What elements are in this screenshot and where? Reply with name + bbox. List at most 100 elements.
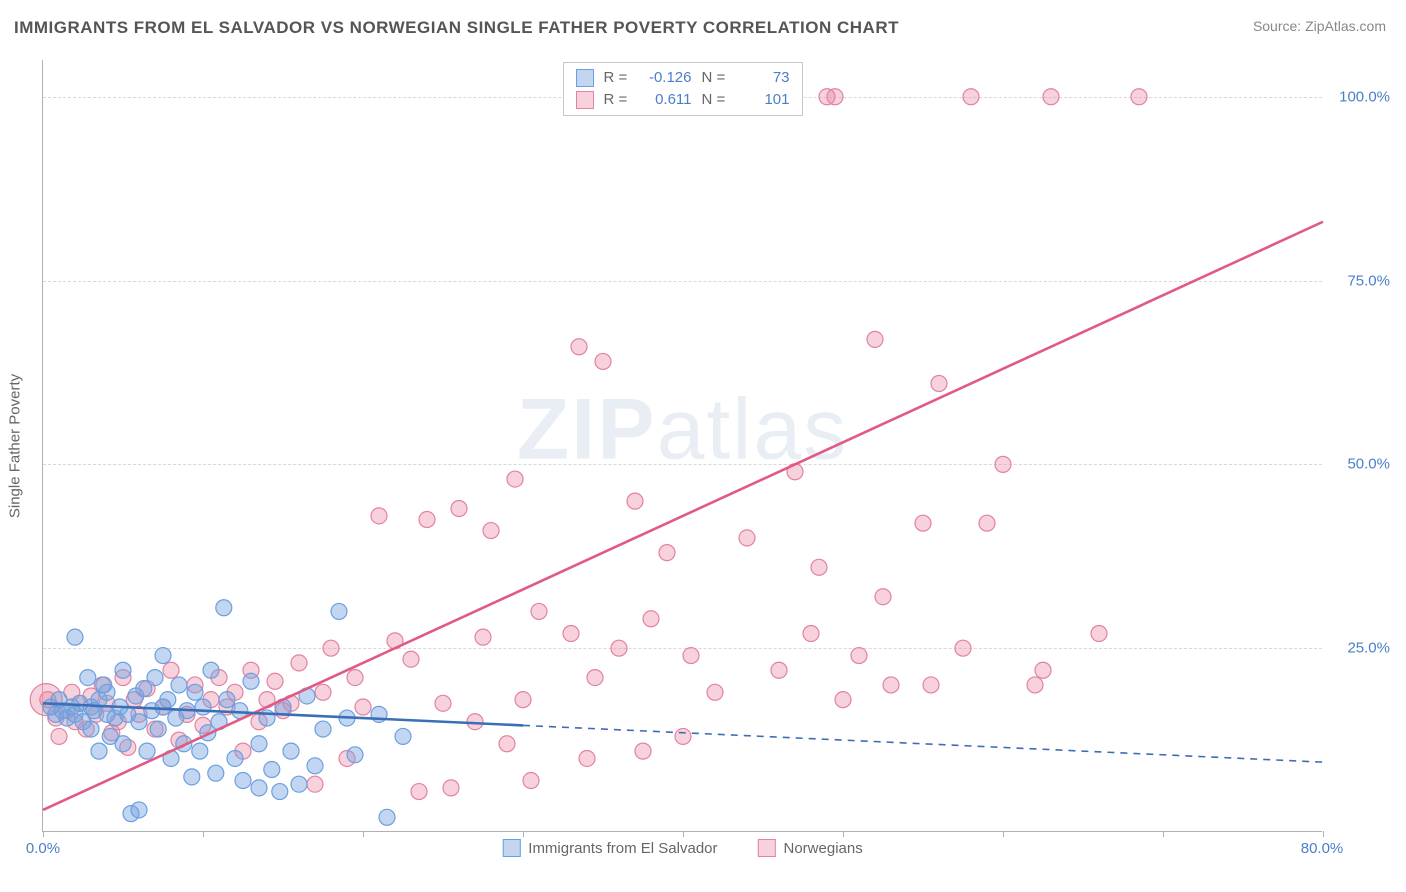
y-tick-label: 100.0% [1339, 88, 1390, 105]
data-point [1035, 662, 1051, 678]
data-point [347, 747, 363, 763]
y-axis-title: Single Father Poverty [7, 373, 24, 517]
data-point [875, 589, 891, 605]
data-point [195, 699, 211, 715]
data-point [171, 677, 187, 693]
data-point [115, 736, 131, 752]
data-point [587, 670, 603, 686]
n-value-a: 73 [740, 67, 790, 89]
x-tick-min: 0.0% [26, 840, 60, 857]
y-tick-label: 25.0% [1347, 640, 1390, 657]
data-point [499, 736, 515, 752]
data-point [80, 670, 96, 686]
data-point [595, 353, 611, 369]
data-point [315, 721, 331, 737]
data-point [923, 677, 939, 693]
data-point [1131, 89, 1147, 105]
legend-label-a: Immigrants from El Salvador [528, 840, 717, 857]
data-point [323, 640, 339, 656]
data-point [571, 339, 587, 355]
data-point [264, 762, 280, 778]
data-point [955, 640, 971, 656]
data-point [272, 784, 288, 800]
data-point [771, 662, 787, 678]
data-point [395, 728, 411, 744]
data-point [219, 692, 235, 708]
data-point [147, 670, 163, 686]
x-tick [363, 831, 364, 837]
swatch-series-a [502, 839, 520, 857]
data-point [403, 651, 419, 667]
data-point [187, 684, 203, 700]
data-point [483, 523, 499, 539]
data-point [371, 508, 387, 524]
data-point [163, 662, 179, 678]
data-point [251, 736, 267, 752]
swatch-series-b [576, 91, 594, 109]
data-point [267, 673, 283, 689]
data-point [683, 648, 699, 664]
data-point [435, 695, 451, 711]
x-tick [43, 831, 44, 837]
data-point [867, 331, 883, 347]
y-tick-label: 75.0% [1347, 272, 1390, 289]
data-point [160, 692, 176, 708]
swatch-series-b [758, 839, 776, 857]
data-point [227, 750, 243, 766]
data-point [883, 677, 899, 693]
r-label: R = [604, 67, 632, 89]
data-point [139, 743, 155, 759]
data-point [150, 721, 166, 737]
data-point [315, 684, 331, 700]
n-value-b: 101 [740, 89, 790, 111]
data-point [184, 769, 200, 785]
data-point [531, 603, 547, 619]
data-point [419, 512, 435, 528]
data-point [307, 758, 323, 774]
data-point [475, 629, 491, 645]
data-point [331, 603, 347, 619]
data-point [931, 376, 947, 392]
data-point [1027, 677, 1043, 693]
data-point [155, 648, 171, 664]
x-tick [1163, 831, 1164, 837]
data-point [99, 684, 115, 700]
data-point [915, 515, 931, 531]
plot-area: Single Father Poverty ZIPatlas 25.0%50.0… [42, 60, 1322, 832]
swatch-series-a [576, 69, 594, 87]
stats-row-b: R = 0.611 N = 101 [576, 89, 790, 111]
data-point [307, 776, 323, 792]
data-point [347, 670, 363, 686]
data-point [635, 743, 651, 759]
stats-legend-box: R = -0.126 N = 73 R = 0.611 N = 101 [563, 62, 803, 116]
data-point [827, 89, 843, 105]
data-point [291, 655, 307, 671]
data-point [443, 780, 459, 796]
data-point [979, 515, 995, 531]
data-point [131, 714, 147, 730]
data-point [1043, 89, 1059, 105]
n-label: N = [702, 67, 730, 89]
x-tick [1003, 831, 1004, 837]
series-legend: Immigrants from El Salvador Norwegians [502, 839, 862, 857]
chart-title: IMMIGRANTS FROM EL SALVADOR VS NORWEGIAN… [14, 18, 899, 38]
data-point [115, 662, 131, 678]
data-point [283, 743, 299, 759]
legend-label-b: Norwegians [784, 840, 863, 857]
data-point [515, 692, 531, 708]
data-point [243, 673, 259, 689]
data-point [83, 721, 99, 737]
data-point [51, 728, 67, 744]
data-point [643, 611, 659, 627]
data-point [563, 625, 579, 641]
n-label: N = [702, 89, 730, 111]
data-point [675, 728, 691, 744]
r-value-b: 0.611 [642, 89, 692, 111]
data-point [192, 743, 208, 759]
data-point [355, 699, 371, 715]
data-point [739, 530, 755, 546]
x-tick [523, 831, 524, 837]
data-point [995, 456, 1011, 472]
data-point [811, 559, 827, 575]
source-attribution: Source: ZipAtlas.com [1253, 18, 1386, 34]
